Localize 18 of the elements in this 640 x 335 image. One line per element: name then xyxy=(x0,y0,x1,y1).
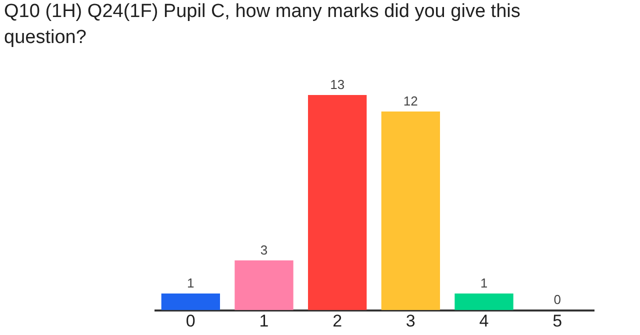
data-label: 12 xyxy=(403,94,418,109)
data-label: 0 xyxy=(554,292,561,307)
chart-title: Q10 (1H) Q24(1F) Pupil C, how many marks did you give this question? xyxy=(4,1,520,48)
bar xyxy=(454,293,514,310)
x-tick-label: 3 xyxy=(406,312,416,330)
x-tick-label: 1 xyxy=(259,312,269,330)
bar xyxy=(234,260,294,310)
x-tick-label: 5 xyxy=(552,312,562,330)
x-tick-label: 2 xyxy=(332,312,342,330)
data-label: 3 xyxy=(260,242,268,258)
bar xyxy=(161,293,220,310)
data-label: 13 xyxy=(330,77,345,92)
x-tick-label: 4 xyxy=(479,312,489,330)
bar xyxy=(308,95,367,310)
data-label: 1 xyxy=(187,275,194,290)
data-label: 1 xyxy=(480,275,488,290)
x-tick-label: 0 xyxy=(186,312,196,330)
bar xyxy=(381,112,440,310)
